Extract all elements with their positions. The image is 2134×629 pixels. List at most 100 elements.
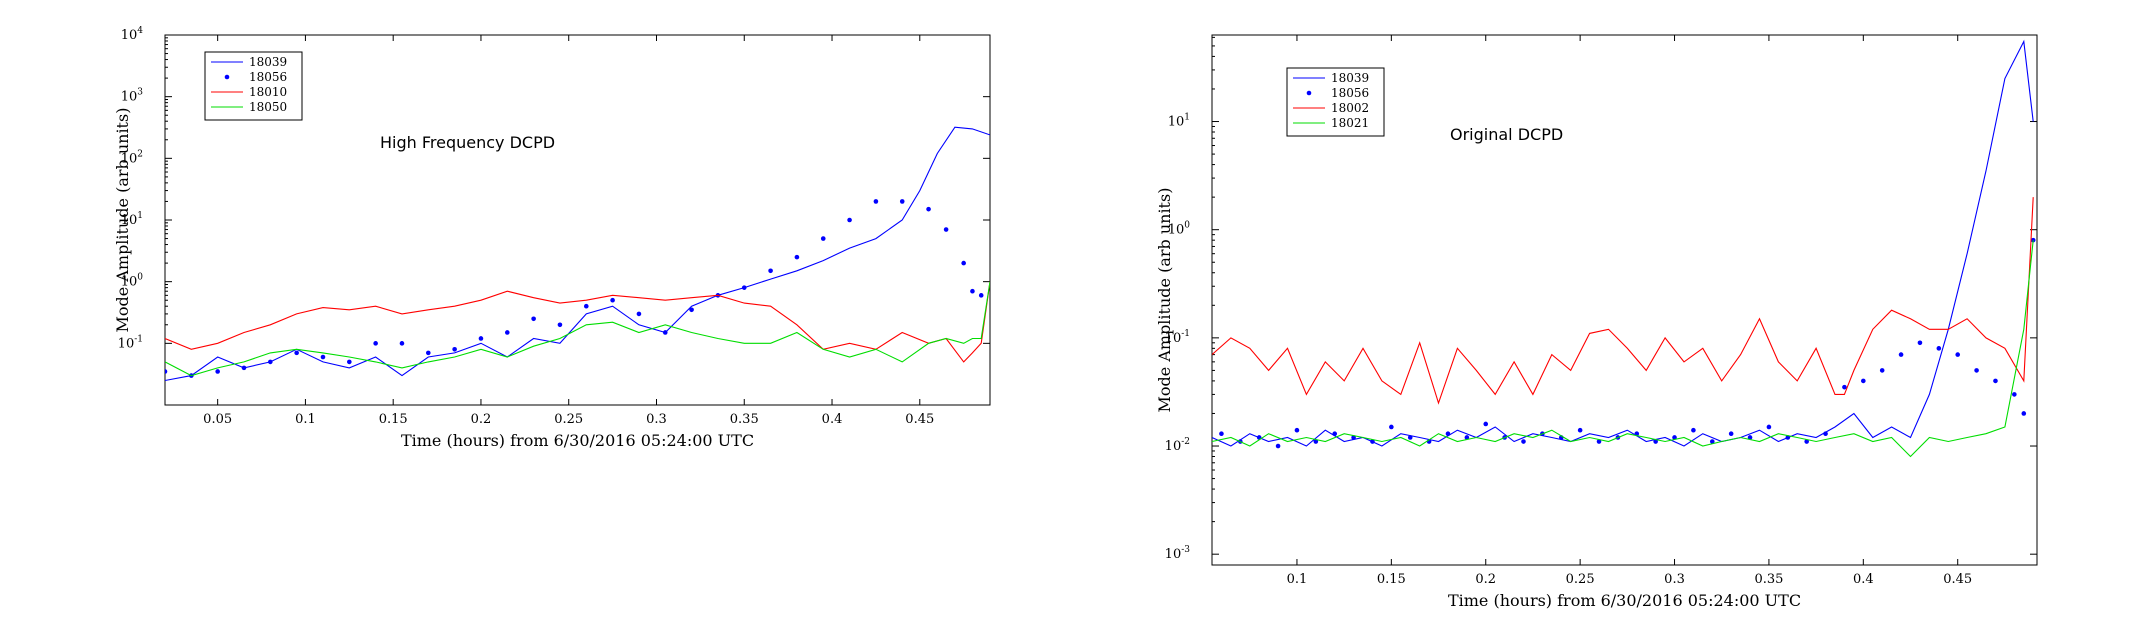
series-18056-point bbox=[1389, 424, 1394, 430]
x-axis-label: Time (hours) from 6/30/2016 05:24:00 UTC bbox=[1448, 591, 1801, 610]
series-18056-point bbox=[268, 359, 273, 365]
chart-annotation: Original DCPD bbox=[1450, 125, 1563, 144]
series-18039-line bbox=[165, 126, 990, 382]
x-tick-label: 0.2 bbox=[471, 412, 492, 427]
series-18056-point bbox=[873, 199, 879, 204]
x-tick-label: 0.35 bbox=[1754, 572, 1783, 587]
x-tick-label: 0.2 bbox=[1475, 572, 1496, 587]
series-18056-point bbox=[1879, 368, 1885, 373]
x-tick-label: 0.4 bbox=[822, 412, 843, 427]
y-tick-label: 100 bbox=[1168, 221, 1191, 238]
series-18056-point bbox=[165, 369, 168, 374]
series-18039-line bbox=[1212, 39, 2034, 447]
series-18056-point bbox=[1842, 384, 1847, 390]
series-18056-point bbox=[662, 330, 668, 335]
y-tick-label: 10-1 bbox=[1165, 329, 1190, 346]
series-18056-point bbox=[943, 227, 949, 232]
series-18056-point bbox=[1370, 439, 1375, 444]
series-18056-point bbox=[531, 316, 536, 322]
original-dcpd-chart: 0.1 0.15 0.2 0.25 0.3 0.35 0.4 0.45 10-3 10-2 10-1… bbox=[1155, 34, 2038, 610]
x-tick-label: 0.1 bbox=[1287, 572, 1308, 587]
series-18056-point bbox=[347, 359, 352, 365]
x-tick-label: 0.35 bbox=[730, 412, 759, 427]
y-tick-label: 10-2 bbox=[1165, 437, 1190, 454]
y-tick-label: 101 bbox=[1168, 113, 1190, 130]
series-18056-point bbox=[610, 297, 615, 303]
plot-frame bbox=[1211, 34, 2038, 566]
x-tick-label: 0.3 bbox=[1664, 572, 1685, 587]
series-18056-point bbox=[741, 285, 747, 290]
series-18056-point bbox=[1766, 424, 1772, 430]
series-18056-point bbox=[1407, 435, 1413, 440]
series-18056-point bbox=[794, 254, 800, 260]
series-18056-point bbox=[1804, 439, 1809, 444]
legend-entry-18002: 18002 bbox=[1331, 101, 1369, 115]
x-tick-label: 0.25 bbox=[1566, 572, 1595, 587]
y-tick-label: 10-1 bbox=[118, 334, 143, 351]
series-18056-point bbox=[820, 236, 826, 241]
legend-marker bbox=[1306, 90, 1312, 96]
series-18056-point bbox=[215, 369, 220, 374]
series-group bbox=[165, 126, 990, 382]
x-tick-label: 0.45 bbox=[905, 412, 934, 427]
legend-entry-18050: 18050 bbox=[249, 100, 287, 114]
series-18056-point bbox=[1672, 435, 1677, 440]
series-18056-point bbox=[320, 354, 326, 360]
series-18056-point bbox=[583, 303, 589, 309]
x-tick-label: 0.05 bbox=[203, 412, 232, 427]
legend-entry-18056: 18056 bbox=[1331, 86, 1369, 100]
legend-box bbox=[204, 51, 303, 121]
series-18056-point bbox=[961, 260, 966, 266]
x-tick-label: 0.15 bbox=[379, 412, 408, 427]
series-18056-point bbox=[1936, 346, 1942, 351]
legend-entry-18010: 18010 bbox=[249, 85, 287, 99]
series-18010-line bbox=[165, 281, 990, 363]
series-18056-point bbox=[1313, 439, 1319, 444]
y-tick-label: 10-3 bbox=[1165, 545, 1191, 562]
series-18056-point bbox=[1955, 352, 1961, 357]
series-18056-point bbox=[557, 322, 563, 328]
series-18056-point bbox=[1483, 421, 1489, 427]
high-frequency-dcpd-chart: 0.05 0.1 0.15 0.2 0.25 0.3 0.35 0.4 0.45 10-1 100 1… bbox=[113, 26, 991, 450]
series-18056-point bbox=[1577, 427, 1583, 433]
series-18056-point bbox=[1709, 439, 1715, 444]
series-18056-point bbox=[1653, 439, 1658, 444]
series-18056-point bbox=[1521, 439, 1526, 444]
series-18056-point bbox=[1823, 431, 1828, 436]
legend-entry-18021: 18021 bbox=[1331, 116, 1369, 130]
y-tick-label: 103 bbox=[121, 88, 144, 105]
series-18056-point bbox=[768, 268, 773, 274]
series-18056-point bbox=[2021, 411, 2027, 416]
series-18056-point bbox=[452, 347, 457, 352]
series-18056-point bbox=[425, 350, 431, 356]
series-18056-point bbox=[1219, 431, 1224, 436]
series-18056-point bbox=[1917, 340, 1923, 346]
series-18021-line bbox=[1212, 240, 2034, 458]
x-tick-label: 0.45 bbox=[1943, 572, 1972, 587]
y-tick-label: 100 bbox=[121, 273, 144, 290]
series-18056-point bbox=[1898, 352, 1904, 357]
series-18056-point bbox=[689, 307, 694, 313]
x-tick-label: 0.15 bbox=[1377, 572, 1406, 587]
series-18056-point bbox=[1596, 439, 1602, 444]
series-18050-line bbox=[165, 281, 990, 377]
series-18056-point bbox=[1464, 435, 1470, 440]
series-18056-point bbox=[970, 288, 975, 294]
series-18056-point bbox=[478, 336, 484, 341]
series-18056-point bbox=[1332, 431, 1338, 436]
legend-marker bbox=[224, 74, 230, 80]
series-18056-point bbox=[926, 206, 931, 212]
legend-entry-18039: 18039 bbox=[249, 55, 287, 69]
series-18056-point bbox=[1861, 378, 1866, 384]
chart-annotation: High Frequency DCPD bbox=[380, 133, 555, 152]
x-tick-label: 0.3 bbox=[646, 412, 667, 427]
series-18056-point bbox=[2030, 237, 2036, 243]
x-tick-label: 0.25 bbox=[554, 412, 583, 427]
series-18056-point bbox=[399, 341, 405, 346]
series-18056-point bbox=[1445, 431, 1451, 436]
series-18056-point bbox=[241, 365, 247, 371]
series-18056-point bbox=[1691, 427, 1696, 433]
series-18056-point bbox=[847, 217, 852, 223]
series-18056-point bbox=[1974, 368, 1979, 373]
y-tick-label: 101 bbox=[121, 211, 143, 228]
